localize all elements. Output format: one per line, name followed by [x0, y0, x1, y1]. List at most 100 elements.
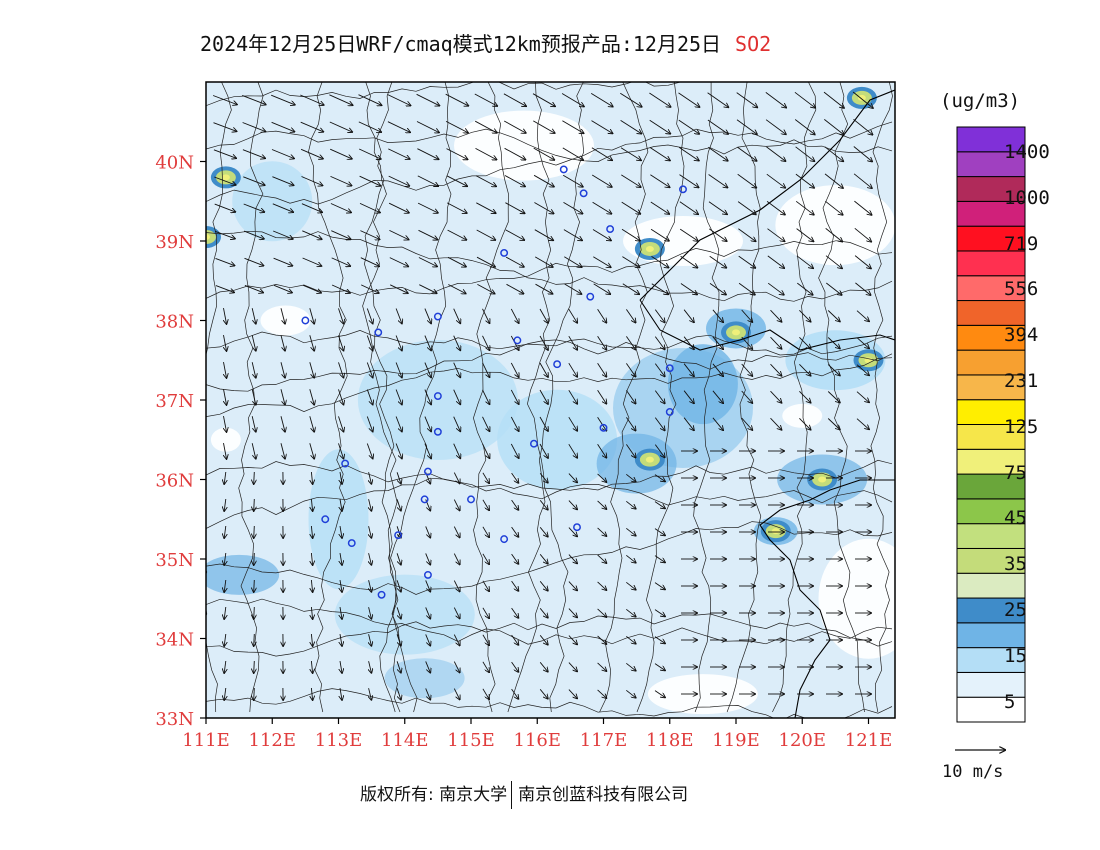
lat-tick-label: 34N: [155, 630, 194, 651]
wind-arrow: [330, 175, 352, 185]
wind-arrow: [453, 443, 461, 459]
wind-arrow: [311, 633, 312, 646]
wind-arrow: [766, 201, 785, 214]
wind-arrow: [856, 364, 869, 376]
border-line: [206, 82, 232, 713]
wind-arrow: [680, 283, 697, 295]
wind-arrow: [215, 257, 235, 265]
wind-arrow: [453, 553, 459, 565]
wind-arrow: [482, 688, 489, 699]
wind-arrow: [590, 93, 613, 106]
wind-arrow: [453, 472, 459, 484]
wind-arrow: [476, 256, 495, 267]
coastline: [759, 479, 895, 718]
wind-arrow: [338, 308, 344, 323]
wind-arrow: [597, 417, 607, 430]
wind-arrow: [447, 256, 466, 266]
wind-arrow: [309, 308, 314, 323]
wind-arrow: [311, 579, 312, 592]
wind-arrow: [737, 201, 756, 215]
lon-tick-label: 119E: [712, 730, 760, 751]
wind-arrow: [424, 335, 431, 351]
wind-arrow: [591, 120, 613, 134]
wind-arrow: [562, 120, 583, 134]
low-concentration-area: [818, 538, 895, 659]
wind-arrow: [311, 552, 312, 565]
wind-arrow: [678, 147, 699, 160]
wind-arrow: [477, 284, 494, 293]
wind-arrow: [597, 390, 607, 403]
wind-arrow: [654, 444, 664, 458]
wind-arrow: [654, 309, 664, 323]
border-line: [206, 330, 893, 356]
wind-arrow: [770, 309, 782, 322]
wind-arrow: [683, 417, 694, 431]
lat-tick-label: 36N: [155, 471, 194, 492]
wind-arrow: [453, 526, 459, 538]
wind-arrow: [539, 689, 548, 698]
wind-arrow: [511, 661, 519, 672]
wind-arrow: [854, 255, 871, 269]
wind-arrow: [799, 309, 810, 321]
wind-arrow: [251, 443, 256, 459]
wind-arrow: [482, 416, 490, 431]
wind-arrow: [311, 660, 312, 673]
wind-arrow: [417, 148, 438, 160]
wind-arrow: [539, 335, 548, 350]
wind-arrow: [358, 94, 382, 106]
wind-arrow: [654, 363, 664, 377]
wind-arrow: [340, 607, 342, 619]
concentration-area: [206, 554, 280, 595]
wind-arrow: [425, 580, 431, 591]
wind-arrow: [280, 308, 285, 323]
concentration-area: [232, 161, 313, 242]
low-concentration-area: [454, 110, 594, 181]
wind-arrow: [856, 391, 869, 403]
wind-arrow: [446, 175, 467, 186]
wind-arrow: [359, 175, 381, 186]
border-line: [507, 82, 585, 713]
colorbar-label: 15: [1004, 644, 1027, 667]
wind-arrow: [650, 174, 669, 188]
wind-arrow: [709, 255, 727, 268]
wind-arrow: [654, 528, 665, 536]
wind-arrow: [568, 473, 577, 483]
station-marker: [573, 523, 581, 532]
wind-arrow: [683, 336, 694, 350]
wind-arrow: [416, 121, 439, 133]
wind-arrow: [568, 581, 577, 591]
wind-arrow: [626, 581, 635, 589]
wind-arrow: [272, 176, 293, 186]
wind-arrow: [563, 202, 583, 213]
wind-arrow: [224, 687, 226, 700]
wind-arrow: [620, 147, 641, 161]
colorbar-segment: [956, 448, 1026, 475]
wind-arrow: [214, 230, 235, 238]
wind-arrow: [330, 203, 351, 213]
wind-arrow: [418, 229, 438, 239]
wind-arrow: [568, 308, 577, 323]
wind-arrow: [242, 94, 266, 104]
wind-arrow: [366, 416, 372, 432]
wind-arrow: [591, 147, 612, 160]
wind-arrow: [243, 230, 264, 239]
wind-arrow: [396, 472, 401, 483]
colorbar-segment: [956, 324, 1026, 351]
wind-arrow: [445, 93, 469, 106]
border-line: [206, 82, 700, 107]
colorbar-label: 231: [1004, 370, 1039, 392]
concentration-area: [667, 344, 738, 425]
wind-arrow: [708, 201, 727, 215]
wind-arrow: [736, 119, 757, 134]
wind-arrow: [273, 257, 293, 266]
wind-arrow: [511, 580, 519, 591]
wind-arrow: [650, 201, 669, 214]
wind-arrow: [446, 202, 467, 213]
wind-arrow: [568, 416, 577, 431]
wind-arrow: [654, 474, 665, 482]
wind-arrow: [503, 93, 526, 106]
wind-arrow: [224, 633, 226, 646]
border-line: [364, 82, 401, 713]
wind-arrow: [338, 416, 344, 431]
